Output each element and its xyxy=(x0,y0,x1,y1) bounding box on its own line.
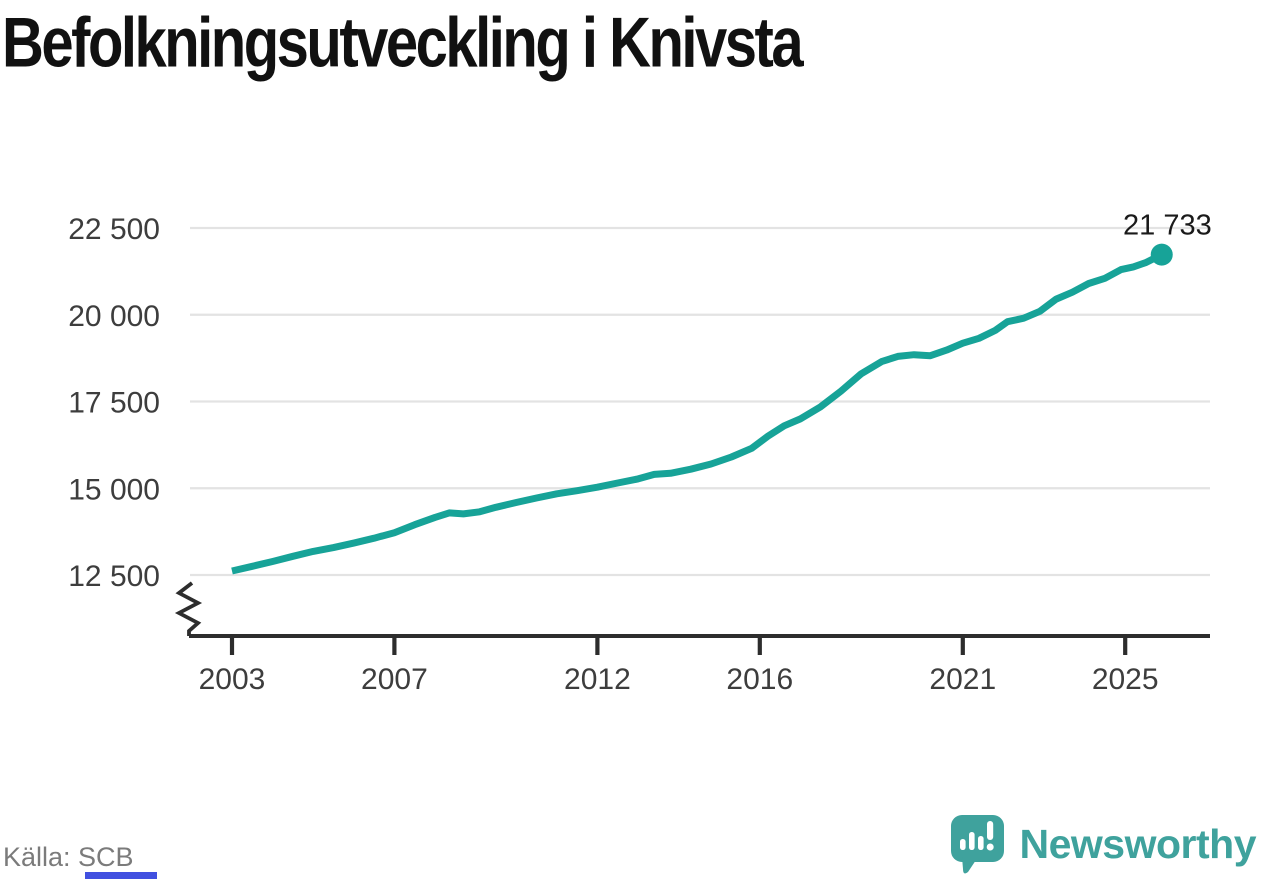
x-tick-label: 2007 xyxy=(361,663,428,696)
newsworthy-bubble-chart-icon xyxy=(950,815,1004,874)
y-tick-label: 20 000 xyxy=(68,300,160,333)
chart-title: Befolkningsutveckling i Knivsta xyxy=(2,3,804,83)
newsworthy-logo: Newsworthy xyxy=(949,813,1257,875)
end-value-annotation: 21 733 xyxy=(1123,210,1212,242)
x-tick-label: 2021 xyxy=(929,663,996,696)
source-text: Källa: SCB xyxy=(3,842,134,872)
y-tick-label: 17 500 xyxy=(68,387,160,420)
x-tick-label: 2003 xyxy=(199,663,266,696)
x-tick-label: 2025 xyxy=(1092,663,1159,696)
y-axis-labels: 12 500 15 000 17 500 20 000 22 500 xyxy=(68,213,160,593)
x-tick-label: 2012 xyxy=(564,663,631,696)
population-series-line xyxy=(231,251,1164,575)
source-link-underline xyxy=(85,872,157,879)
series-end-dot xyxy=(1150,243,1173,266)
y-tick-label: 22 500 xyxy=(68,213,160,246)
gridlines xyxy=(190,226,1210,577)
x-tick-label: 2016 xyxy=(726,663,793,696)
y-axis-break-icon xyxy=(174,581,203,636)
y-tick-label: 15 000 xyxy=(68,473,160,506)
y-tick-label: 12 500 xyxy=(68,560,160,593)
newsworthy-wordmark: Newsworthy xyxy=(1019,820,1257,867)
x-axis: 2003 2007 2012 2016 2021 2025 xyxy=(189,634,1210,696)
